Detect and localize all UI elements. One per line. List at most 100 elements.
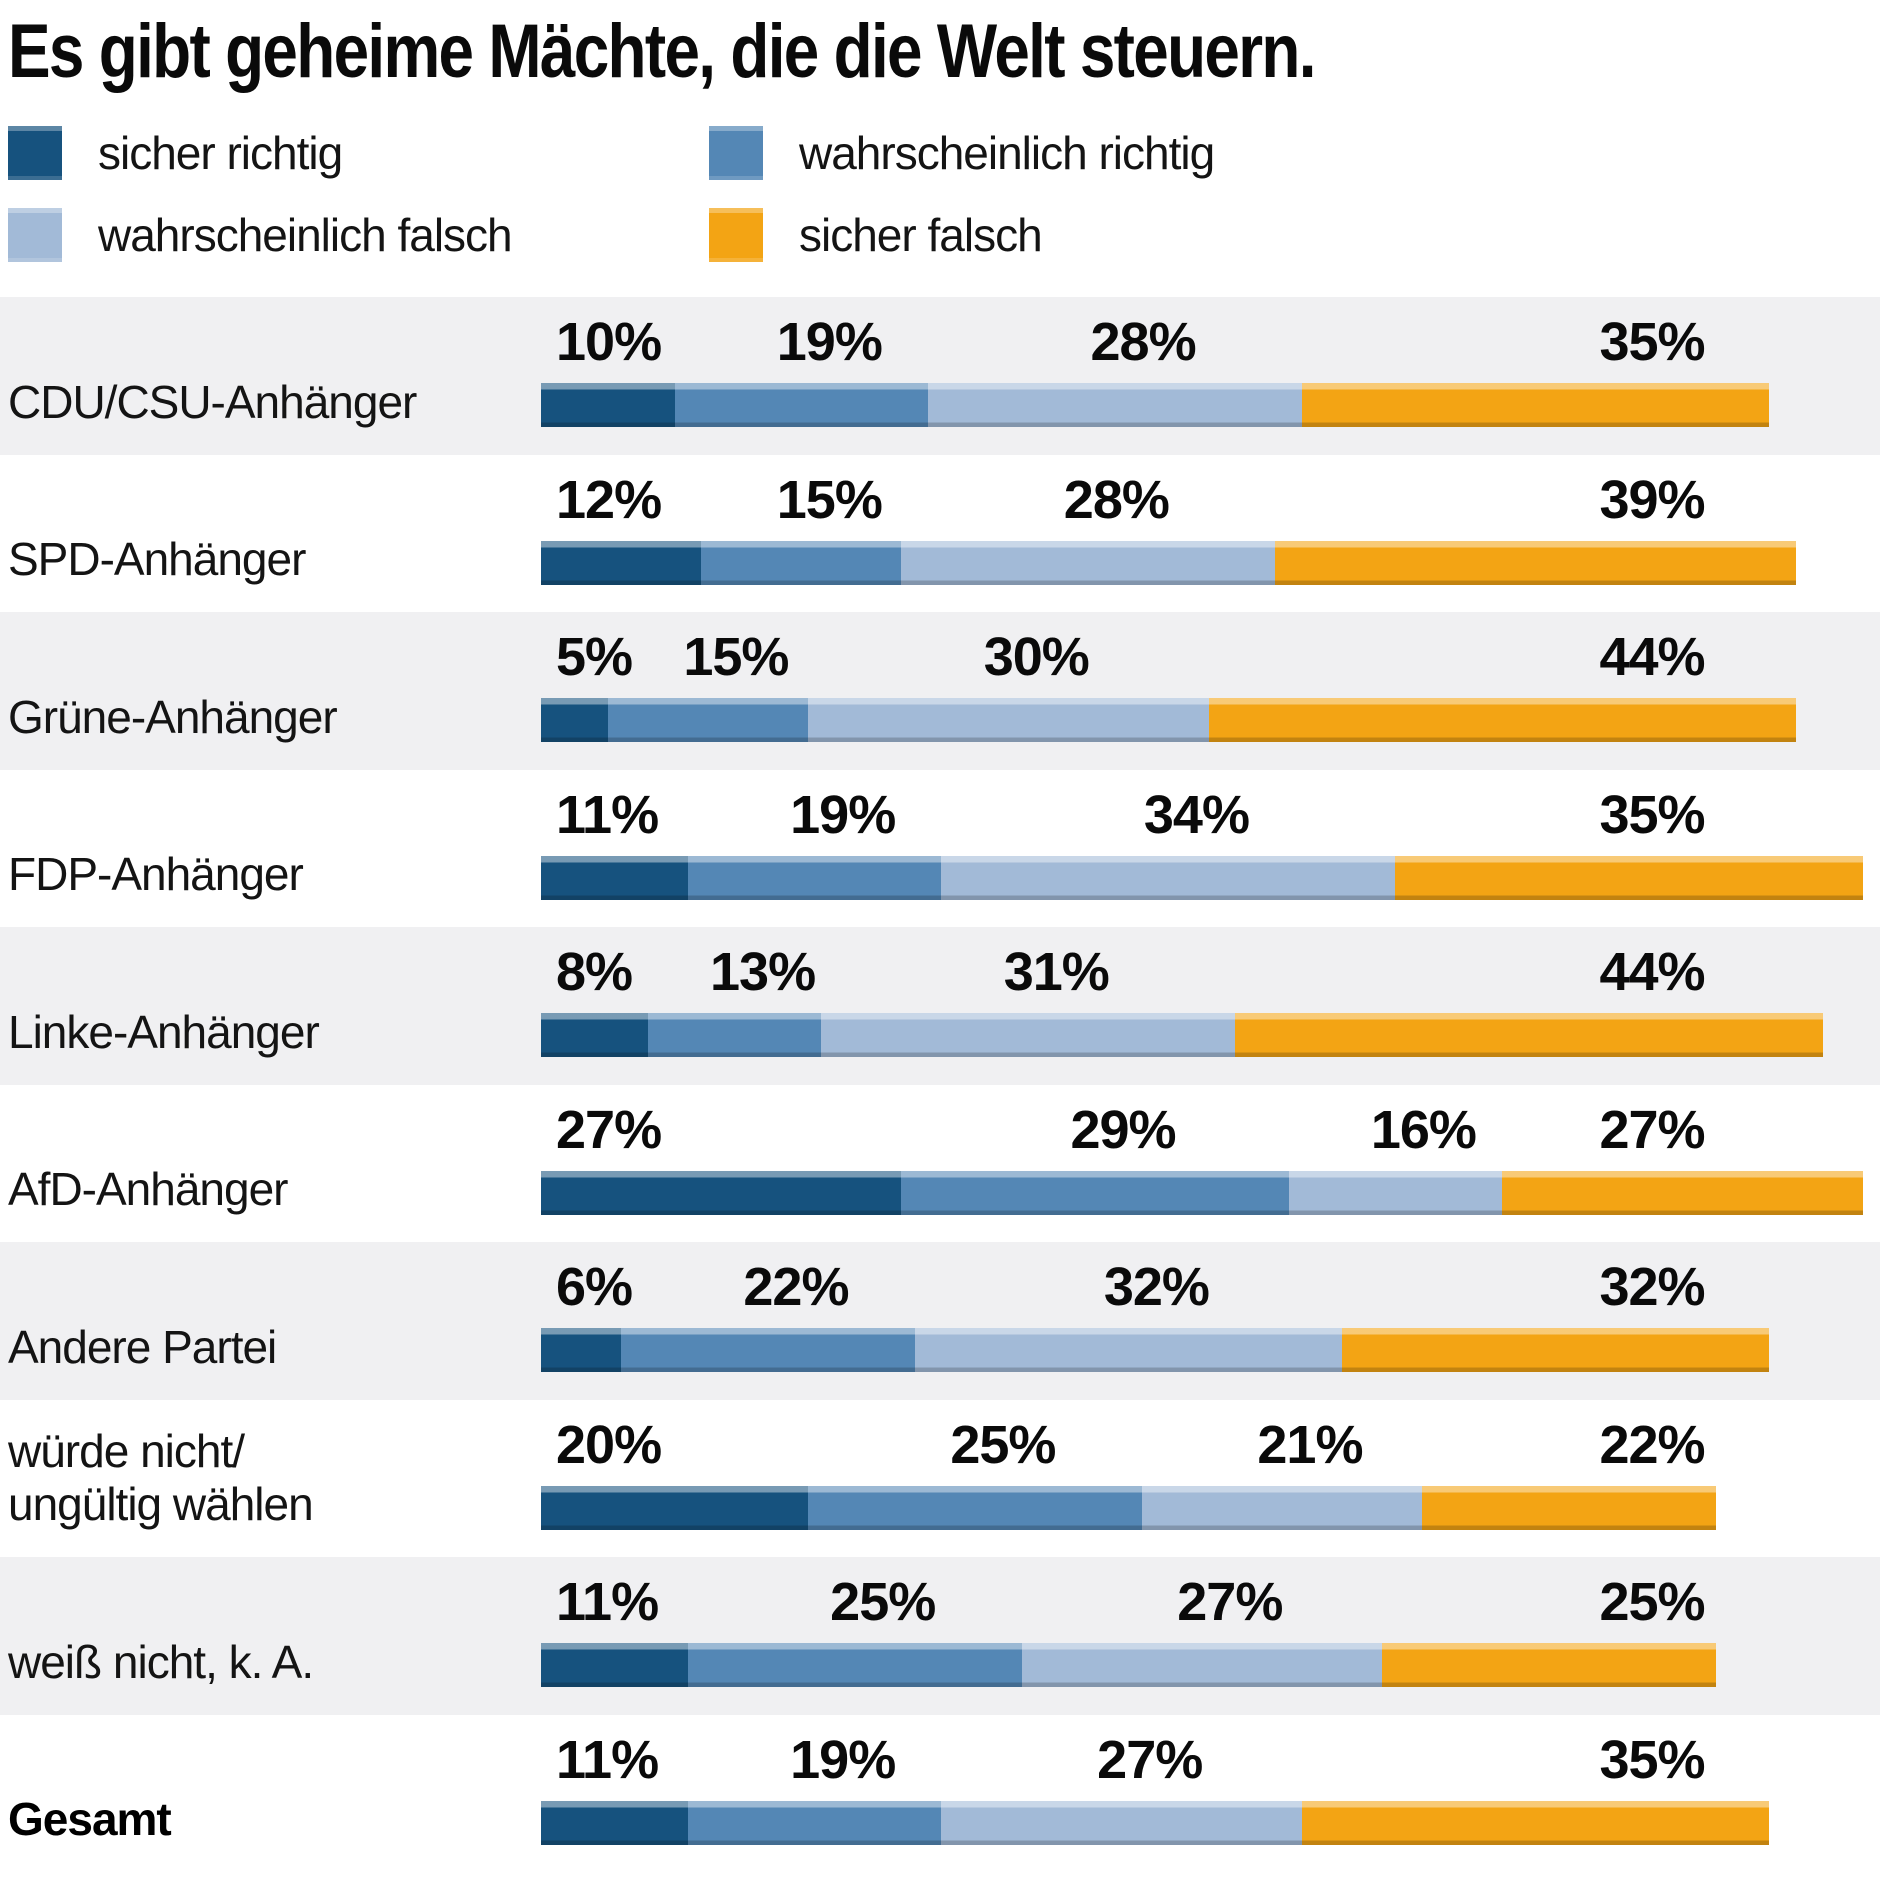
value-label: 19% (790, 784, 896, 845)
legend-label: wahrscheinlich falsch (98, 209, 513, 261)
value-label: 10% (556, 312, 662, 372)
value-label: 5% (556, 627, 633, 687)
bar-segment-wahrscheinlich-richtig (674, 383, 929, 427)
bar-segment-wahrscheinlich-richtig (647, 1013, 822, 1057)
category-label: Gesamt (8, 1793, 172, 1845)
bar-segment-sicher-richtig (541, 383, 675, 427)
chart-row: Andere Partei 6% 22% 32% 32% (0, 1242, 1880, 1400)
bar-segment-sicher-richtig (541, 1328, 622, 1372)
chart-row: Linke-Anhänger 8% 13% 31% 44% (0, 927, 1880, 1085)
value-label: 19% (790, 1729, 896, 1790)
legend-item-sicher-falsch: sicher falsch (709, 208, 1043, 262)
bar-segment-sicher-richtig (541, 1170, 902, 1215)
category-label: FDP-Anhänger (8, 848, 304, 900)
bar-segment-wahrscheinlich-falsch (901, 540, 1276, 585)
value-label: 25% (950, 1414, 1056, 1475)
chart-row: SPD-Anhänger 12% 15% 28% 39% (0, 454, 1880, 612)
bar-segment-sicher-richtig (541, 698, 608, 742)
bar-segment-sicher-falsch (1301, 383, 1770, 427)
value-label: 25% (1599, 1572, 1705, 1632)
chart-title: Es gibt geheime Mächte, die die Welt ste… (8, 9, 1316, 94)
chart-row: würde nicht/ungültig wählen 20% 25% 21% 22% (0, 1399, 1880, 1557)
legend-label: sicher richtig (98, 127, 343, 179)
chart-row: CDU/CSU-Anhänger 10% 19% 28% 35% (0, 297, 1880, 455)
category-label: CDU/CSU-Anhänger (8, 375, 417, 428)
value-label: 8% (556, 942, 633, 1002)
value-label: 25% (830, 1572, 936, 1632)
category-label: Grüne-Anhänger (8, 690, 338, 743)
value-label: 12% (556, 469, 662, 530)
bar-segment-sicher-falsch (1275, 540, 1796, 585)
value-label: 11% (556, 1572, 659, 1632)
stacked-bar (541, 1643, 1716, 1687)
bar-segment-wahrscheinlich-richtig (687, 1643, 1022, 1687)
value-label: 29% (1070, 1099, 1176, 1160)
bar-segment-wahrscheinlich-falsch (808, 698, 1209, 742)
value-label: 30% (983, 627, 1090, 687)
bar-segment-wahrscheinlich-richtig (687, 855, 942, 900)
legend-item-wahrscheinlich-falsch: wahrscheinlich falsch (8, 208, 513, 262)
value-label: 22% (743, 1257, 849, 1317)
bar-segment-sicher-richtig (541, 855, 688, 900)
bar-segment-sicher-richtig (541, 1013, 648, 1057)
bar-segment-wahrscheinlich-falsch (928, 383, 1302, 427)
chart-row: FDP-Anhänger 11% 19% 34% 35% (0, 769, 1880, 927)
bar-segment-wahrscheinlich-richtig (607, 698, 808, 742)
legend-swatch-wahrscheinlich-richtig (709, 126, 763, 180)
category-label: AfD-Anhänger (8, 1163, 288, 1215)
category-label: SPD-Anhänger (8, 533, 306, 585)
legend-swatch-sicher-richtig (8, 126, 62, 180)
bar-segment-wahrscheinlich-falsch (941, 1800, 1302, 1845)
bar-segment-sicher-falsch (1382, 1643, 1716, 1687)
chart-row: weiß nicht, k. A. 11% 25% 27% 25% (0, 1557, 1880, 1715)
bar-segment-wahrscheinlich-richtig (687, 1800, 942, 1845)
chart-row: AfD-Anhänger 27% 29% 16% 27% (0, 1084, 1880, 1242)
bar-segment-wahrscheinlich-falsch (1141, 1485, 1423, 1530)
bar-segment-wahrscheinlich-falsch (914, 1328, 1342, 1372)
bar-segment-sicher-falsch (1422, 1485, 1716, 1530)
bar-segment-wahrscheinlich-falsch (821, 1013, 1236, 1057)
stacked-bar (541, 1485, 1716, 1530)
stacked-bar (541, 1013, 1823, 1057)
value-label: 15% (683, 627, 789, 687)
value-label: 11% (556, 1729, 659, 1790)
chart-rows: CDU/CSU-Anhänger 10% 19% 28% 35% SPD-Anhänger… (0, 297, 1880, 1872)
value-label: 28% (1063, 469, 1170, 530)
value-label: 19% (776, 312, 883, 372)
category-label: Linke-Anhänger (8, 1005, 320, 1058)
value-label: 22% (1599, 1414, 1705, 1475)
bar-segment-sicher-richtig (541, 540, 702, 585)
legend-item-sicher-richtig: sicher richtig (8, 126, 343, 180)
value-label: 35% (1599, 1729, 1705, 1790)
bar-segment-wahrscheinlich-richtig (808, 1485, 1142, 1530)
bar-segment-sicher-richtig (541, 1643, 688, 1687)
bar-segment-sicher-falsch (1235, 1013, 1823, 1057)
value-label: 44% (1599, 942, 1705, 1002)
bar-segment-wahrscheinlich-falsch (1288, 1170, 1503, 1215)
category-label: weiß nicht, k. A. (8, 1635, 314, 1688)
bar-segment-wahrscheinlich-richtig (621, 1328, 915, 1372)
value-label: 28% (1090, 312, 1197, 372)
value-label: 27% (1097, 1729, 1203, 1790)
value-label: 6% (556, 1257, 633, 1317)
bar-segment-wahrscheinlich-falsch (1021, 1643, 1383, 1687)
value-label: 27% (1177, 1572, 1283, 1632)
bar-segment-wahrscheinlich-richtig (701, 540, 902, 585)
bar-segment-sicher-falsch (1502, 1170, 1863, 1215)
value-label: 32% (1599, 1257, 1705, 1317)
bar-segment-wahrscheinlich-richtig (901, 1170, 1289, 1215)
legend-item-wahrscheinlich-richtig: wahrscheinlich richtig (709, 126, 1215, 180)
legend-label: wahrscheinlich richtig (799, 127, 1215, 179)
stacked-bar (541, 1328, 1770, 1372)
value-label: 31% (1003, 942, 1110, 1002)
stacked-bar (541, 855, 1863, 900)
legend-swatch-wahrscheinlich-falsch (8, 208, 62, 262)
value-label: 44% (1599, 627, 1705, 687)
value-label: 39% (1599, 469, 1705, 530)
bar-segment-sicher-falsch (1341, 1328, 1770, 1372)
category-label: würde nicht/ungültig wählen (8, 1425, 314, 1530)
bar-segment-sicher-richtig (541, 1800, 688, 1845)
stacked-bar (541, 1800, 1770, 1845)
bar-segment-sicher-falsch (1301, 1800, 1770, 1845)
